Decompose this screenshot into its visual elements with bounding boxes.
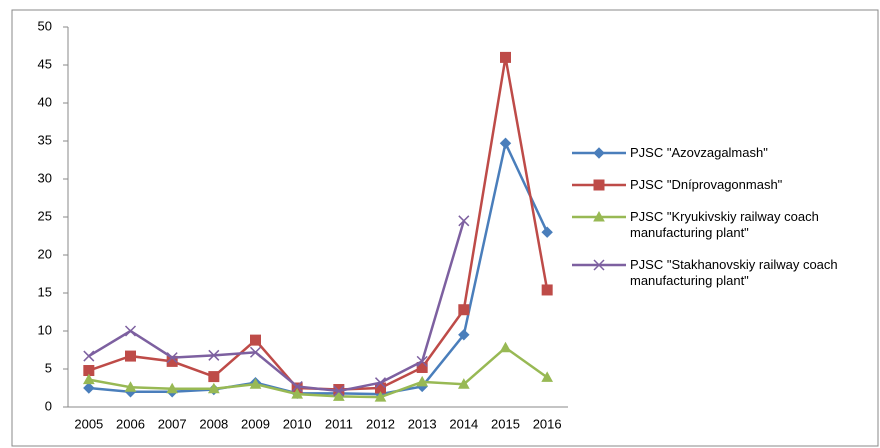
marker — [541, 226, 553, 238]
marker — [124, 325, 137, 337]
y-tick-label: 15 — [38, 284, 52, 299]
marker — [499, 137, 512, 149]
legend-label: PJSC "Kryukivskiy railway coach manufact… — [630, 209, 819, 240]
legend-swatch — [572, 147, 626, 159]
x-tick-label: 2005 — [74, 416, 103, 431]
x-tick-label: 2016 — [533, 416, 562, 431]
legend-item: PJSC "Stakhanovskiy railway coach manufa… — [572, 257, 872, 289]
legend-item: PJSC "Dníprovagonmash" — [572, 177, 872, 193]
legend: PJSC "Azovzagalmash" PJSC "Dníprovagonmas… — [572, 145, 872, 305]
x-tick-label: 2006 — [116, 416, 145, 431]
marker — [593, 179, 605, 191]
marker — [593, 147, 605, 159]
marker — [82, 373, 95, 385]
x-tick-label: 2007 — [158, 416, 187, 431]
legend-item: PJSC "Kryukivskiy railway coach manufact… — [572, 209, 872, 241]
legend-item: PJSC "Azovzagalmash" — [572, 145, 872, 161]
marker — [124, 381, 137, 392]
y-tick-label: 30 — [38, 170, 52, 185]
chart-border — [11, 9, 879, 447]
marker — [332, 390, 345, 401]
marker — [291, 380, 303, 393]
marker — [249, 346, 262, 358]
y-tick-label: 25 — [38, 208, 52, 223]
marker — [291, 388, 304, 399]
marker — [208, 349, 220, 361]
marker — [416, 375, 429, 387]
legend-label: PJSC "Azovzagalmash" — [630, 145, 768, 160]
marker — [458, 329, 470, 341]
marker — [593, 210, 605, 222]
marker — [374, 377, 387, 389]
y-tick-label: 50 — [38, 18, 52, 33]
marker — [593, 259, 605, 271]
x-tick-label: 2011 — [325, 416, 353, 431]
y-tick-label: 40 — [38, 94, 52, 109]
series-line — [88, 57, 549, 391]
marker — [208, 371, 220, 383]
x-tick-label: 2015 — [491, 416, 520, 431]
legend-label: PJSC "Dníprovagonmash" — [630, 177, 783, 192]
y-tick-label: 35 — [38, 132, 52, 147]
y-tick-label: 20 — [38, 246, 52, 261]
y-tick-label: 45 — [38, 56, 52, 71]
marker — [416, 355, 428, 367]
x-tick-label: 2014 — [449, 416, 478, 431]
marker — [83, 382, 95, 394]
marker — [166, 382, 179, 394]
y-tick-label: 0 — [45, 398, 52, 413]
legend-label: PJSC "Stakhanovskiy railway coach manufa… — [630, 257, 838, 288]
legend-swatch — [572, 259, 626, 271]
marker — [83, 350, 95, 362]
series-line — [88, 139, 549, 396]
y-tick-label: 5 — [45, 360, 52, 375]
marker — [457, 378, 470, 389]
series-line — [88, 220, 466, 393]
marker — [249, 378, 262, 389]
x-tick-label: 2013 — [408, 416, 437, 431]
marker — [499, 341, 512, 353]
marker — [541, 284, 553, 296]
marker — [458, 215, 470, 227]
legend-swatch — [572, 210, 626, 222]
marker — [333, 385, 345, 397]
x-tick-label: 2010 — [283, 416, 312, 431]
marker — [250, 334, 261, 346]
marker — [541, 371, 554, 382]
marker — [125, 350, 136, 362]
marker — [207, 382, 220, 394]
marker — [458, 304, 470, 316]
marker — [500, 51, 511, 63]
x-tick-label: 2009 — [241, 416, 270, 431]
y-tick-label: 10 — [38, 322, 52, 337]
series-line — [88, 346, 548, 399]
legend-swatch — [572, 179, 626, 191]
marker — [374, 391, 387, 402]
x-tick-label: 2008 — [199, 416, 228, 431]
marker — [166, 352, 178, 364]
x-tick-label: 2012 — [366, 416, 395, 431]
